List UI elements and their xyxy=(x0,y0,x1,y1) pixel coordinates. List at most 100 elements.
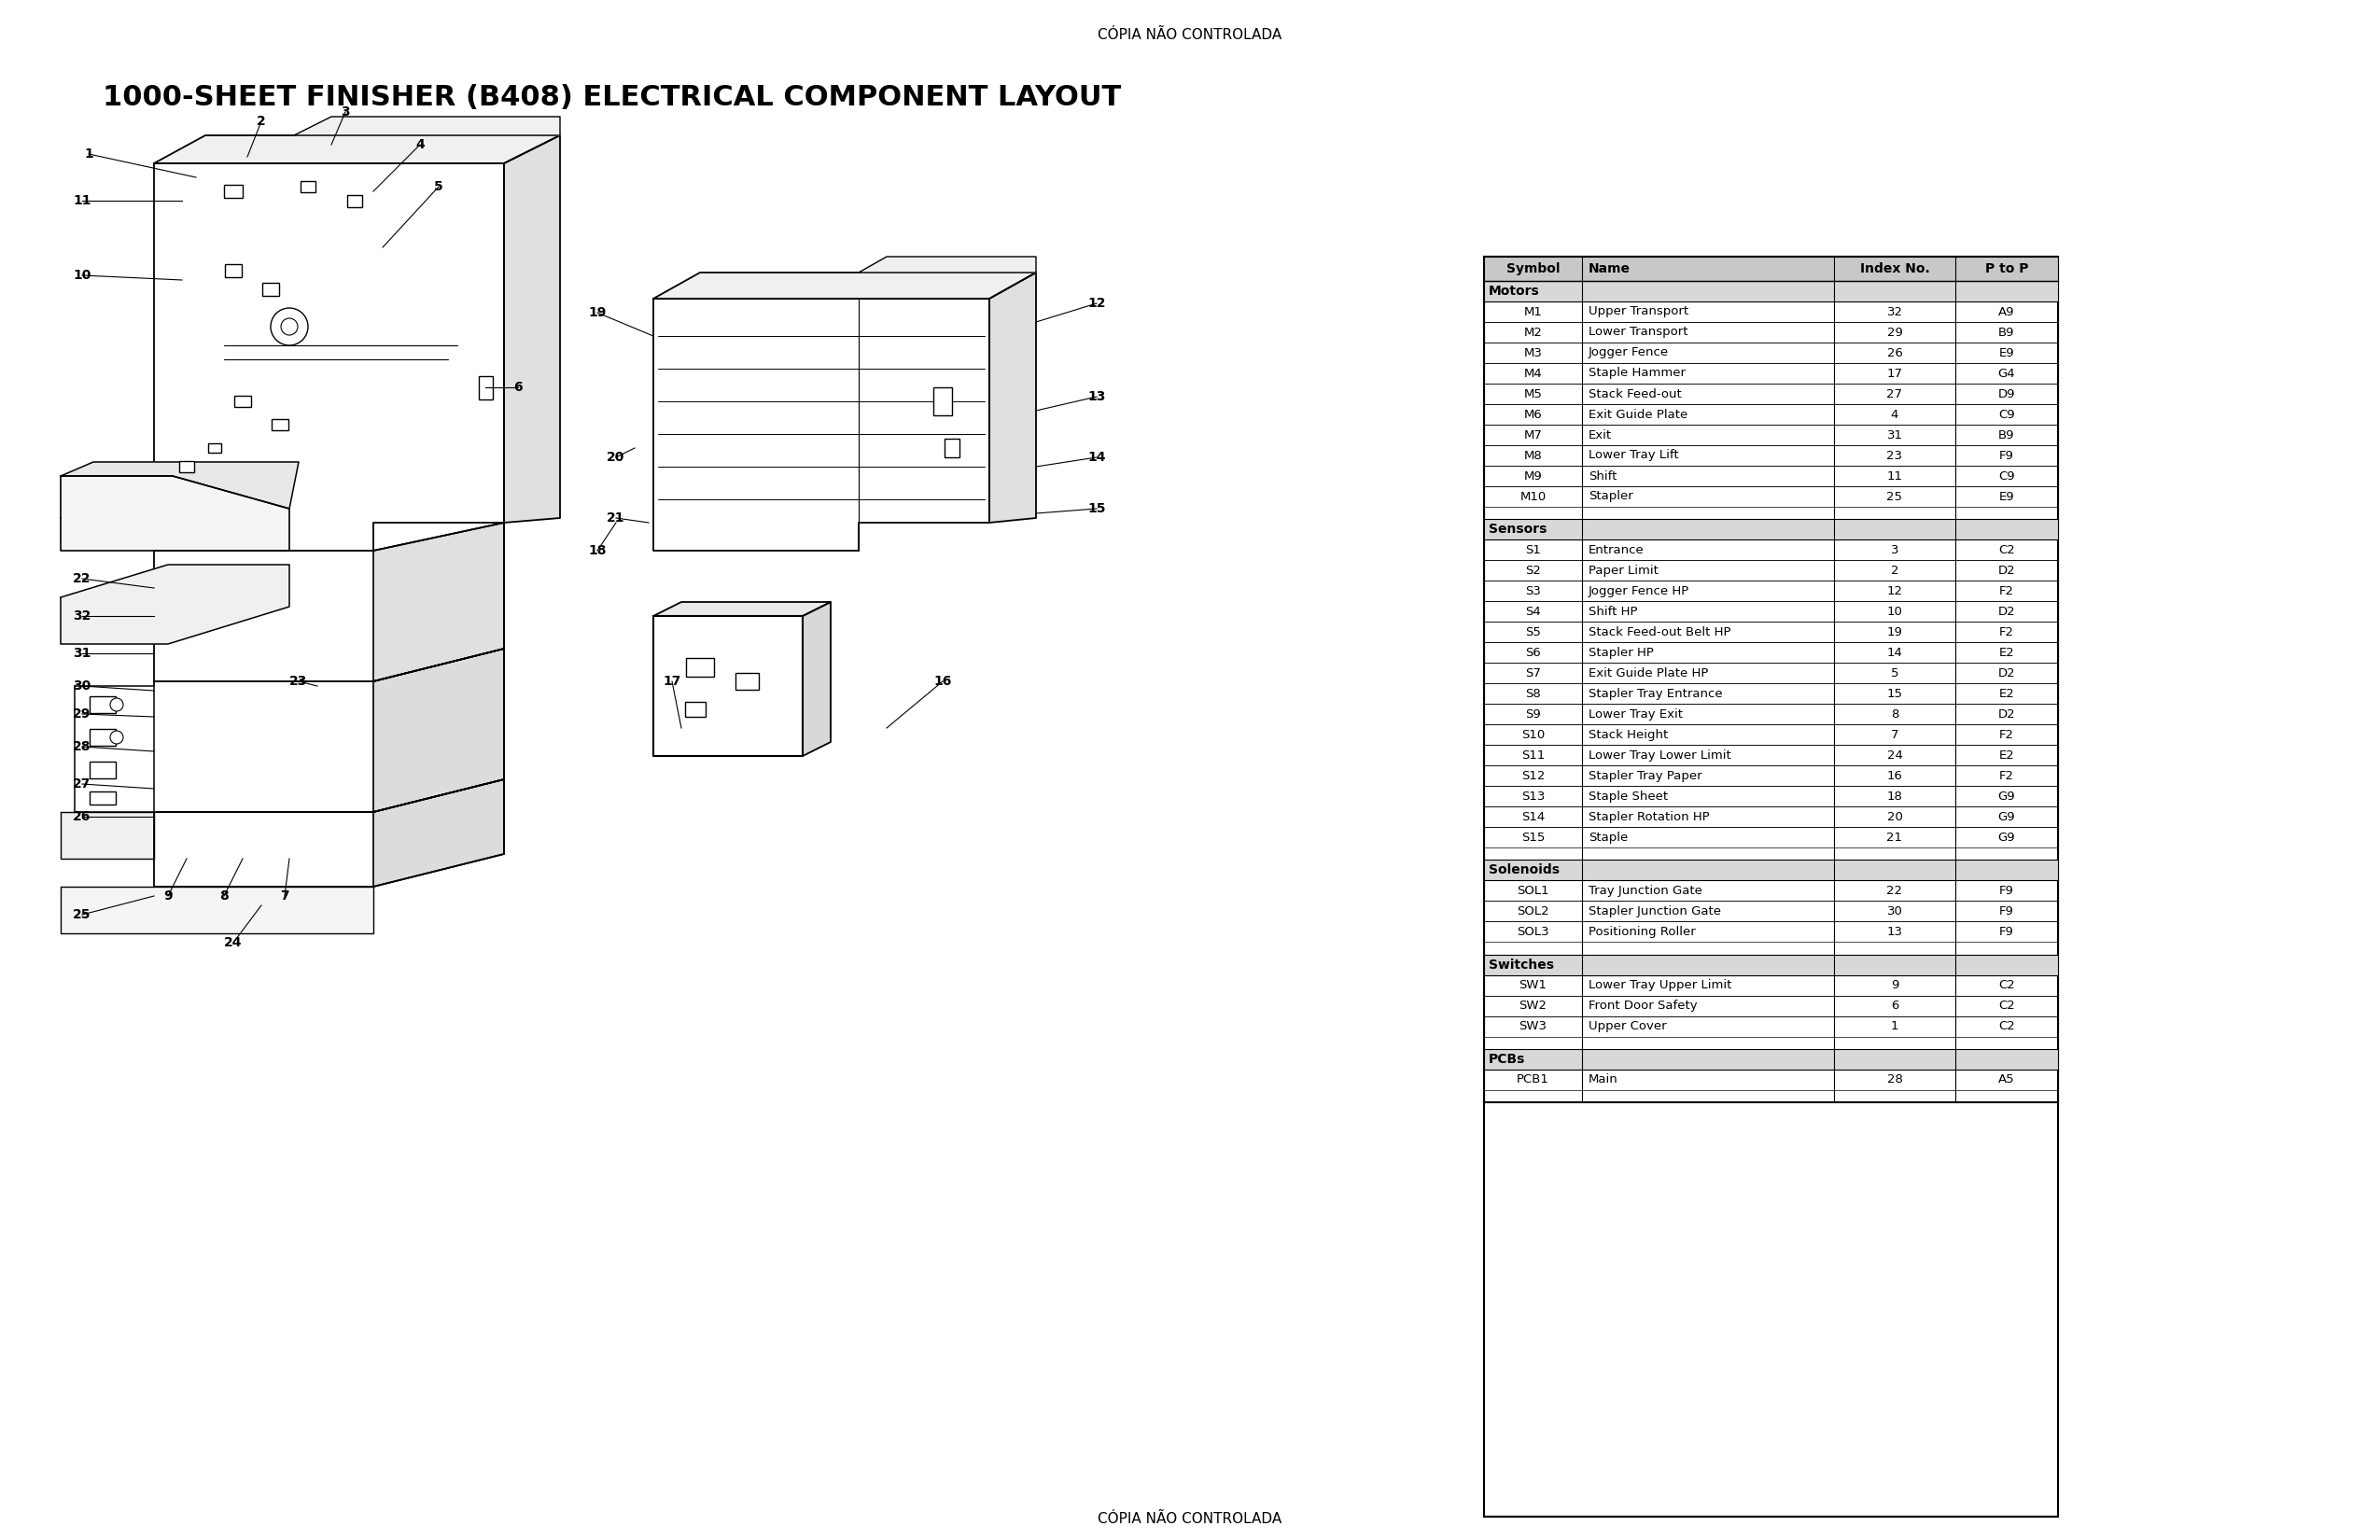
Text: CÓPIA NÃO CONTROLADA: CÓPIA NÃO CONTROLADA xyxy=(1097,28,1283,42)
Bar xyxy=(300,182,317,192)
Text: 24: 24 xyxy=(1887,748,1902,761)
Text: 5: 5 xyxy=(433,180,443,192)
Polygon shape xyxy=(374,522,505,681)
Text: Stapler Tray Entrance: Stapler Tray Entrance xyxy=(1587,687,1723,699)
Text: Upper Transport: Upper Transport xyxy=(1587,305,1687,317)
Bar xyxy=(90,696,117,713)
Text: Exit: Exit xyxy=(1587,428,1611,440)
Bar xyxy=(933,388,952,416)
Polygon shape xyxy=(654,299,990,551)
Text: Staple Hammer: Staple Hammer xyxy=(1587,367,1685,379)
Text: Exit Guide Plate: Exit Guide Plate xyxy=(1587,408,1687,420)
Text: 22: 22 xyxy=(1887,884,1902,896)
Text: 1: 1 xyxy=(1890,1019,1899,1032)
Text: 30: 30 xyxy=(1887,906,1902,918)
Polygon shape xyxy=(60,476,290,551)
Text: Exit Guide Plate HP: Exit Guide Plate HP xyxy=(1587,667,1709,679)
Text: 20: 20 xyxy=(1887,810,1902,822)
Text: 31: 31 xyxy=(74,647,90,659)
Text: F2: F2 xyxy=(1999,728,2013,741)
Text: S12: S12 xyxy=(1521,770,1545,782)
Text: Paper Limit: Paper Limit xyxy=(1587,564,1659,576)
Text: M5: M5 xyxy=(1523,388,1542,400)
Circle shape xyxy=(281,319,298,336)
Text: F2: F2 xyxy=(1999,585,2013,598)
Text: M7: M7 xyxy=(1523,428,1542,440)
Text: M3: M3 xyxy=(1523,346,1542,359)
Text: 5: 5 xyxy=(1890,667,1899,679)
Text: SOL1: SOL1 xyxy=(1516,884,1549,896)
Text: C9: C9 xyxy=(1999,408,2016,420)
Bar xyxy=(347,194,362,206)
Text: B9: B9 xyxy=(1999,326,2016,339)
Text: Upper Cover: Upper Cover xyxy=(1587,1019,1666,1032)
Text: S7: S7 xyxy=(1526,667,1540,679)
Bar xyxy=(1485,280,2059,302)
Bar xyxy=(224,185,243,197)
Text: M4: M4 xyxy=(1523,367,1542,379)
Text: C2: C2 xyxy=(1999,999,2016,1012)
Text: SW1: SW1 xyxy=(1518,979,1547,992)
Polygon shape xyxy=(60,887,374,933)
Text: Stapler: Stapler xyxy=(1587,490,1633,502)
Text: Switches: Switches xyxy=(1488,958,1554,972)
Text: SW3: SW3 xyxy=(1518,1019,1547,1032)
Bar xyxy=(226,265,243,277)
Text: Motors: Motors xyxy=(1488,285,1540,297)
Bar xyxy=(945,439,959,457)
Text: S1: S1 xyxy=(1526,544,1540,556)
Text: SW2: SW2 xyxy=(1518,999,1547,1012)
Text: 3: 3 xyxy=(1890,544,1899,556)
Text: S10: S10 xyxy=(1521,728,1545,741)
Text: D2: D2 xyxy=(1997,564,2016,576)
Text: B9: B9 xyxy=(1999,428,2016,440)
Text: 3: 3 xyxy=(340,105,350,119)
Text: 19: 19 xyxy=(1887,625,1902,638)
Text: 13: 13 xyxy=(1088,390,1107,403)
Text: Shift: Shift xyxy=(1587,470,1616,482)
Text: E2: E2 xyxy=(1999,687,2013,699)
Text: CÓPIA NÃO CONTROLADA: CÓPIA NÃO CONTROLADA xyxy=(1097,1512,1283,1526)
Text: Stapler Tray Paper: Stapler Tray Paper xyxy=(1587,770,1702,782)
Bar xyxy=(1485,257,2059,1517)
Bar xyxy=(233,396,250,407)
Bar xyxy=(207,444,221,453)
Text: S5: S5 xyxy=(1526,625,1540,638)
Text: 13: 13 xyxy=(1887,926,1902,938)
Text: SOL3: SOL3 xyxy=(1516,926,1549,938)
Text: 6: 6 xyxy=(1890,999,1899,1012)
Text: 18: 18 xyxy=(588,544,607,557)
Text: Lower Tray Lower Limit: Lower Tray Lower Limit xyxy=(1587,748,1730,761)
Text: 9: 9 xyxy=(1890,979,1899,992)
Text: 2: 2 xyxy=(257,116,267,128)
Text: Lower Tray Lift: Lower Tray Lift xyxy=(1587,450,1678,462)
Text: C9: C9 xyxy=(1999,470,2016,482)
Text: PCBs: PCBs xyxy=(1488,1053,1526,1066)
Text: S8: S8 xyxy=(1526,687,1540,699)
Text: M9: M9 xyxy=(1523,470,1542,482)
Text: 26: 26 xyxy=(74,810,90,824)
Text: E2: E2 xyxy=(1999,647,2013,659)
Polygon shape xyxy=(74,685,155,812)
Circle shape xyxy=(271,308,307,345)
Text: Lower Tray Exit: Lower Tray Exit xyxy=(1587,708,1683,721)
Text: 1: 1 xyxy=(83,148,93,160)
Text: 4: 4 xyxy=(1890,408,1899,420)
Text: M6: M6 xyxy=(1523,408,1542,420)
Text: M1: M1 xyxy=(1523,305,1542,317)
Text: 2: 2 xyxy=(1890,564,1899,576)
Text: Symbol: Symbol xyxy=(1507,262,1559,276)
Text: Solenoids: Solenoids xyxy=(1488,864,1559,876)
Bar xyxy=(735,673,759,690)
Text: S9: S9 xyxy=(1526,708,1540,721)
Text: 27: 27 xyxy=(1887,388,1902,400)
Text: 8: 8 xyxy=(219,890,228,902)
Text: Shift HP: Shift HP xyxy=(1587,605,1637,618)
Text: 10: 10 xyxy=(1887,605,1902,618)
Text: 15: 15 xyxy=(1088,502,1107,516)
Text: 32: 32 xyxy=(74,610,90,622)
Text: S11: S11 xyxy=(1521,748,1545,761)
Text: Stack Feed-out Belt HP: Stack Feed-out Belt HP xyxy=(1587,625,1730,638)
Polygon shape xyxy=(155,648,505,812)
Text: Jogger Fence HP: Jogger Fence HP xyxy=(1587,585,1690,598)
